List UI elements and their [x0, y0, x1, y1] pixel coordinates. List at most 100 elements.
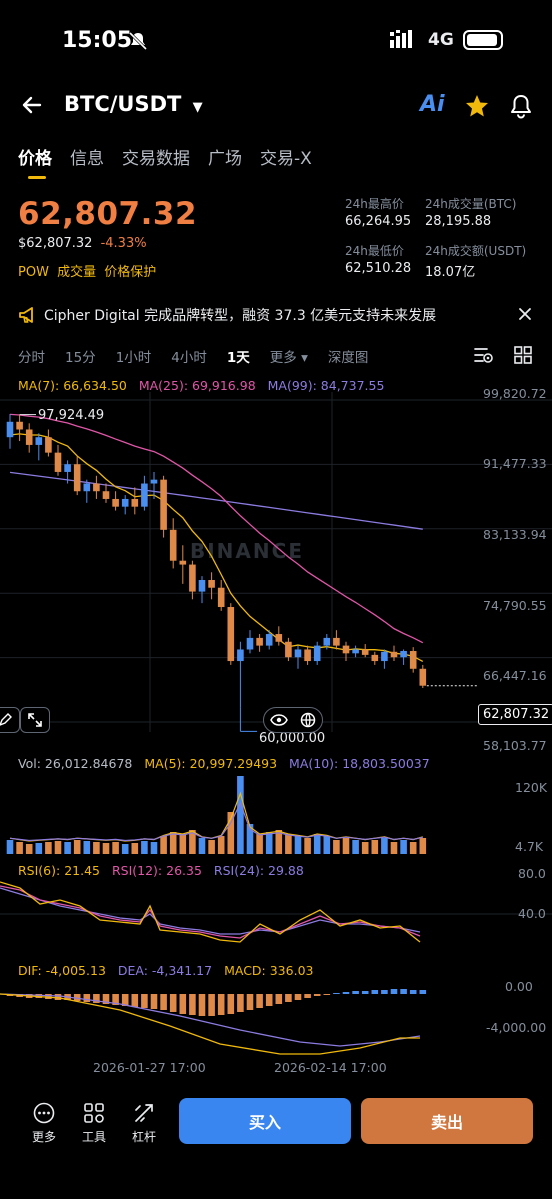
ma99-value: MA(99): 84,737.55 — [267, 378, 385, 393]
macd-bar — [323, 994, 331, 995]
volume-ma10: MA(10): 18,803.50037 — [289, 756, 430, 771]
pair-selector[interactable]: BTC/USDT ▼ — [64, 92, 203, 116]
volume-chart — [6, 776, 427, 854]
macd-bar — [294, 994, 302, 1000]
macd-bar — [169, 994, 177, 1012]
volume-bar — [361, 842, 369, 854]
volume-legend: Vol: 26,012.84678 MA(5): 20,997.29493 MA… — [18, 756, 430, 771]
tools-button[interactable]: 工具 — [72, 1102, 116, 1145]
chart-view-controls[interactable] — [263, 707, 323, 733]
ma25-value: MA(25): 69,916.98 — [138, 378, 256, 393]
drawing-tool-button[interactable] — [0, 707, 20, 733]
interval-more[interactable]: 更多 ▾ — [269, 350, 308, 366]
volume-bar — [112, 842, 119, 854]
candle-body — [102, 491, 110, 499]
candle-body — [141, 483, 148, 507]
macd-bar — [227, 994, 235, 1014]
volume-bar — [352, 840, 359, 854]
high-marker-label: 97,924.49 — [38, 408, 105, 423]
fullscreen-button[interactable] — [20, 707, 50, 733]
macd-bar — [246, 994, 254, 1010]
tools-label: 工具 — [81, 1130, 106, 1144]
candle-body — [237, 649, 244, 662]
more-button[interactable]: 更多 — [22, 1102, 66, 1145]
grid-layout-icon[interactable] — [514, 346, 532, 364]
watermark-text: BINANCE — [190, 539, 304, 563]
macd-bar — [121, 994, 129, 1006]
volume-bar — [83, 841, 91, 854]
candle-body — [275, 634, 283, 642]
rsi12-value: RSI(12): 26.35 — [111, 863, 202, 878]
tab-info[interactable]: 信息 — [70, 149, 104, 169]
stat-vol-btc-value: 28,195.88 — [425, 214, 492, 229]
bell-alert-icon[interactable] — [508, 93, 534, 119]
volume-bar — [121, 844, 129, 854]
macd-dif: DIF: -4,005.13 — [18, 963, 106, 978]
candle-body — [246, 637, 254, 650]
megaphone-icon — [19, 307, 33, 323]
interval-line[interactable]: 分时 — [18, 350, 45, 366]
tab-square[interactable]: 广场 — [208, 149, 242, 169]
eye-icon — [270, 714, 288, 726]
tab-trade-x[interactable]: 交易-X — [260, 149, 312, 169]
macd-bar — [381, 990, 388, 994]
star-favorite-icon[interactable] — [464, 93, 490, 119]
volume-bar — [150, 842, 158, 854]
tag-price-protection[interactable]: 价格保护 — [104, 265, 157, 280]
tag-pow[interactable]: POW — [18, 265, 49, 280]
stat-low-value: 62,510.28 — [345, 261, 412, 276]
indicator-settings-icon[interactable] — [474, 346, 494, 364]
tab-price[interactable]: 价格 — [18, 149, 52, 169]
candle-body — [121, 498, 129, 507]
interval-15m[interactable]: 15分 — [65, 350, 96, 366]
back-arrow-icon[interactable] — [20, 94, 42, 116]
buy-button[interactable]: 买入 — [179, 1098, 351, 1144]
leverage-label: 杠杆 — [131, 1130, 156, 1144]
pencil-icon — [0, 713, 12, 726]
macd-axis-bottom: -4,000.00 — [486, 1020, 547, 1035]
macd-bar — [342, 992, 350, 994]
caret-down-icon: ▼ — [192, 100, 203, 115]
volume-bar — [189, 830, 196, 854]
macd-bar — [400, 989, 407, 994]
ai-button[interactable]: Ai — [420, 92, 445, 117]
last-price: 62,807.32 — [18, 196, 198, 232]
candle-body — [160, 479, 167, 530]
tag-volume[interactable]: 成交量 — [57, 265, 97, 280]
candle-body — [381, 651, 388, 662]
candle-body — [169, 529, 177, 561]
candle-body — [333, 637, 340, 646]
depth-chart-tab[interactable]: 深度图 — [327, 350, 369, 366]
macd-bar — [198, 994, 206, 1016]
sell-button[interactable]: 卖出 — [361, 1098, 533, 1144]
price-axis-5: 66,447.16 — [483, 668, 547, 683]
volume-bar — [265, 832, 273, 854]
interval-4h[interactable]: 4小时 — [171, 350, 207, 366]
macd-bar — [112, 994, 119, 1005]
rsi-legend: RSI(6): 21.45 RSI(12): 26.35 RSI(24): 29… — [18, 863, 304, 878]
price-axis-6: 58,103.77 — [483, 738, 547, 753]
interval-1h[interactable]: 1小时 — [115, 350, 152, 366]
candle-body — [217, 587, 225, 608]
volume-bar — [45, 842, 52, 854]
close-icon[interactable] — [518, 307, 532, 321]
leverage-icon — [135, 1104, 153, 1122]
candle-body — [208, 580, 215, 588]
leverage-button[interactable]: 杠杆 — [122, 1102, 166, 1145]
candle-body — [54, 452, 62, 472]
macd-bar — [45, 994, 52, 999]
candle-body — [352, 649, 359, 654]
stat-vol-usdt-value: 18.07亿 — [425, 265, 476, 280]
volume-bar — [294, 836, 302, 854]
volume-bar — [217, 836, 225, 854]
candle-body — [93, 483, 100, 492]
globe-icon — [300, 712, 316, 728]
candle-body — [390, 651, 398, 658]
interval-1d[interactable]: 1天 — [226, 350, 250, 366]
macd-bar — [141, 994, 148, 1008]
candlestick-chart[interactable]: BINANCE — [0, 392, 552, 732]
tab-trading-data[interactable]: 交易数据 — [122, 149, 190, 169]
volume-bar — [342, 838, 350, 854]
macd-bar — [361, 991, 369, 994]
volume-bar — [131, 843, 139, 854]
